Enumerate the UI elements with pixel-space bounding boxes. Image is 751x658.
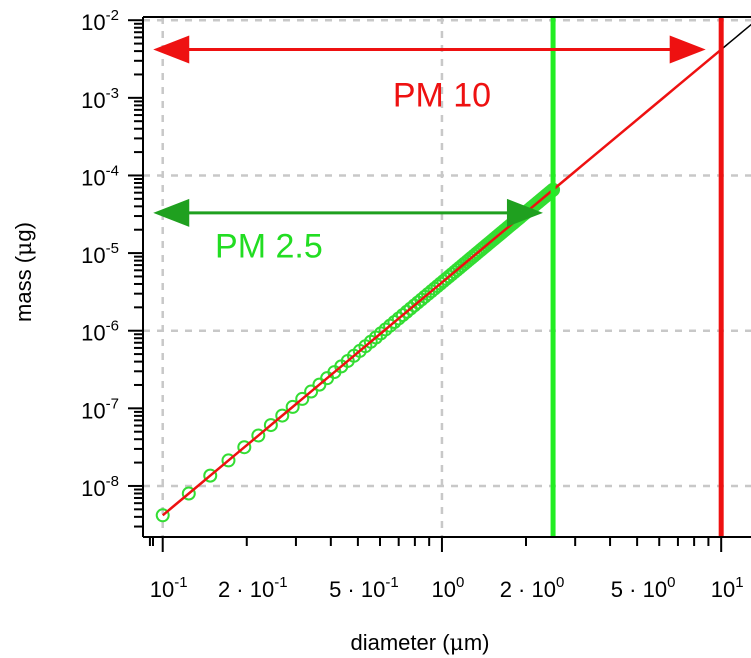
y-axis-title: mass (μg) (11, 222, 37, 322)
x-tick-label: 2 · 10-1 (218, 574, 288, 602)
tick-exponent: 1 (735, 574, 743, 591)
mass-curve (161, 48, 722, 517)
annotations: PM 10 PM 2.5 (153, 35, 706, 266)
data-point (275, 408, 290, 423)
tick-mantissa: 5 · (329, 577, 361, 602)
y-tick-label: 10-8 (81, 473, 119, 501)
y-tick-label: 10-2 (81, 7, 119, 35)
data-point (237, 440, 252, 455)
data-point (391, 311, 406, 326)
tick-mantissa: 2 · (218, 577, 250, 602)
tick-exponent: 0 (556, 574, 564, 591)
x-tick-label: 101 (711, 574, 744, 602)
tick-base: 10 (643, 577, 667, 602)
tick-base: 10 (81, 10, 105, 35)
y-axis-title-part: mass ( (11, 255, 36, 322)
tick-base: 10 (81, 398, 105, 423)
tick-base: 10 (361, 577, 385, 602)
tick-base: 10 (81, 165, 105, 190)
tick-exponent: -7 (106, 395, 119, 412)
x-axis-title-part: μ (450, 631, 464, 656)
data-point (285, 399, 300, 414)
tick-exponent: -1 (274, 574, 287, 591)
y-tick-label: 10-7 (81, 395, 119, 423)
y-tick-label: 10-4 (81, 162, 119, 190)
tick-exponent: -1 (385, 574, 398, 591)
data-point (221, 453, 236, 468)
tick-base: 10 (711, 577, 735, 602)
x-axis-title: diameter (μm) (350, 630, 489, 656)
tick-mantissa: 2 · (500, 577, 532, 602)
y-tick-label: 10-5 (81, 240, 119, 268)
annotation-label: PM 10 (393, 77, 491, 115)
tick-base: 10 (81, 321, 105, 346)
data-point (383, 318, 398, 333)
data-point (251, 428, 266, 443)
x-tick-label: 100 (432, 574, 465, 602)
tick-base: 10 (432, 577, 456, 602)
y-tick-label: 10-6 (81, 318, 119, 346)
x-tick-label: 5 · 10-1 (329, 574, 399, 602)
tick-exponent: -3 (106, 85, 119, 102)
tick-exponent: -2 (106, 7, 119, 24)
tick-base: 10 (250, 577, 274, 602)
data-point (387, 315, 402, 330)
arrow-head-right (669, 35, 706, 64)
axis-ticks (128, 19, 723, 552)
data-point (304, 384, 319, 399)
x-axis-title-part: diameter ( (350, 630, 450, 655)
data-point (203, 468, 218, 483)
tick-exponent: -1 (174, 574, 187, 591)
data-point (295, 391, 310, 406)
annotation-label: PM 2.5 (215, 228, 323, 266)
data-point (155, 508, 170, 523)
x-tick-label: 2 · 100 (500, 574, 565, 602)
tick-base: 10 (81, 476, 105, 501)
arrow-head-left (153, 35, 190, 64)
y-tick-label: 10-3 (81, 85, 119, 113)
tick-exponent: -8 (106, 473, 119, 490)
tick-exponent: -5 (106, 240, 119, 257)
tick-exponent: -6 (106, 318, 119, 335)
tick-exponent: 0 (667, 574, 675, 591)
tick-base: 10 (81, 88, 105, 113)
x-tick-label: 5 · 100 (611, 574, 676, 602)
cutoff-range-arrow (153, 35, 706, 64)
axis-labels: 10-1 2 · 10-1 5 · 10-1 100 2 · 100 5 · 100 101… (11, 7, 744, 656)
tick-exponent: -4 (106, 162, 119, 179)
x-axis-title-part: m) (464, 630, 490, 655)
tick-base: 10 (81, 243, 105, 268)
cutoff-range-arrow (153, 198, 543, 227)
tick-exponent: 0 (456, 574, 464, 591)
x-tick-label: 10-1 (150, 574, 188, 602)
data-point (181, 486, 196, 501)
y-axis-title-part: g) (11, 222, 36, 242)
arrow-head-left (153, 198, 190, 227)
tick-mantissa: 5 · (611, 577, 643, 602)
arrow-head-right (506, 198, 543, 227)
data-point (263, 418, 278, 433)
tick-base: 10 (531, 577, 555, 602)
tick-base: 10 (150, 577, 174, 602)
y-axis-title-part: μ (12, 242, 37, 256)
